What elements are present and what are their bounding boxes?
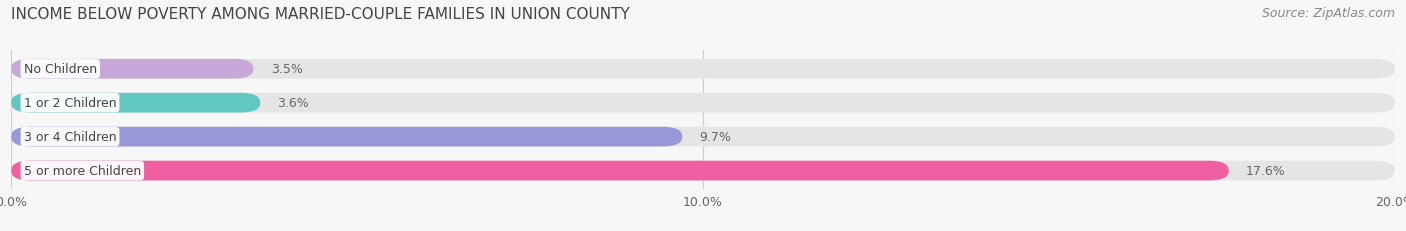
FancyBboxPatch shape (11, 60, 1395, 79)
FancyBboxPatch shape (11, 93, 1395, 113)
Text: Source: ZipAtlas.com: Source: ZipAtlas.com (1261, 7, 1395, 20)
FancyBboxPatch shape (11, 60, 253, 79)
Text: 3.5%: 3.5% (271, 63, 302, 76)
FancyBboxPatch shape (11, 93, 260, 113)
FancyBboxPatch shape (11, 161, 1229, 181)
Text: INCOME BELOW POVERTY AMONG MARRIED-COUPLE FAMILIES IN UNION COUNTY: INCOME BELOW POVERTY AMONG MARRIED-COUPL… (11, 7, 630, 22)
Text: 17.6%: 17.6% (1246, 164, 1285, 177)
FancyBboxPatch shape (11, 127, 1395, 147)
Text: 5 or more Children: 5 or more Children (24, 164, 141, 177)
FancyBboxPatch shape (11, 127, 682, 147)
Text: 3 or 4 Children: 3 or 4 Children (24, 131, 117, 143)
Text: No Children: No Children (24, 63, 97, 76)
Text: 1 or 2 Children: 1 or 2 Children (24, 97, 117, 110)
FancyBboxPatch shape (11, 161, 1395, 181)
Text: 9.7%: 9.7% (700, 131, 731, 143)
Text: 3.6%: 3.6% (277, 97, 309, 110)
